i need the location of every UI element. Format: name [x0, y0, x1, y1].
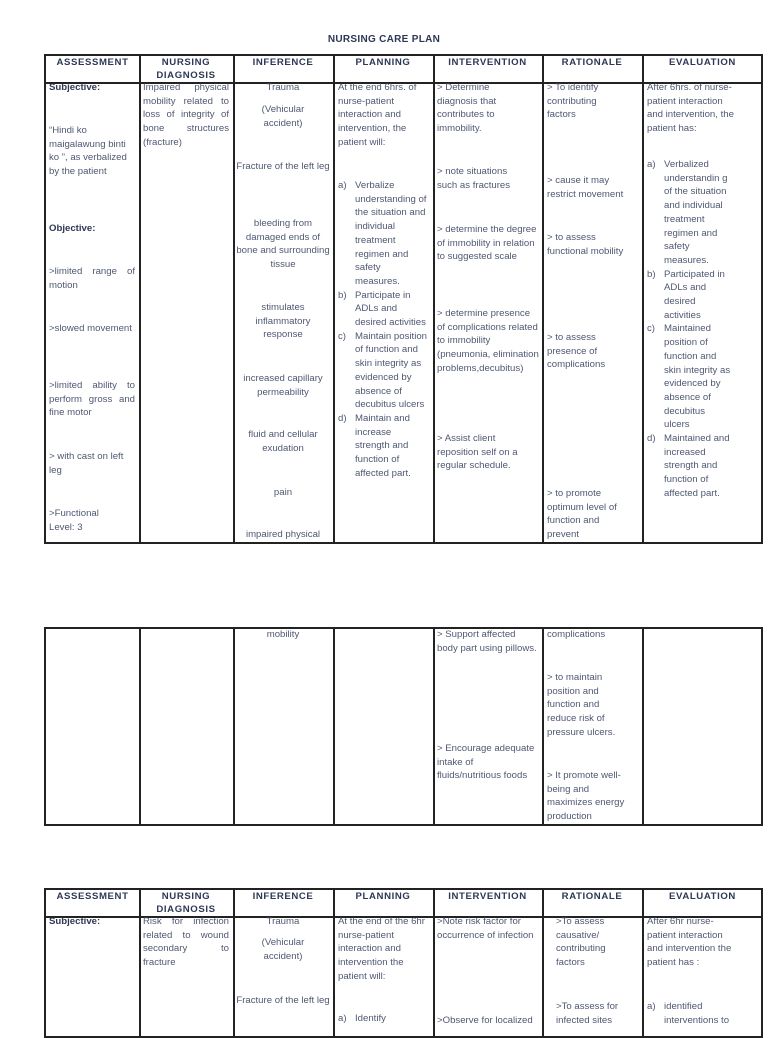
header-evaluation: EVALUATION — [669, 57, 736, 68]
subjective-cue: “Hindi ko maigalawung binti ko ”, as ver… — [49, 125, 127, 178]
planning-goal: c) Maintain position of function and skin… — [338, 330, 427, 411]
planning-goals: a) Identify — [338, 1012, 428, 1026]
care-plan-table-1: ASSESSMENT NURSING DIAGNOSIS INFERENCE P… — [44, 54, 763, 544]
inference-step: Fracture of the left leg — [236, 995, 330, 1006]
inference-step: Trauma — [266, 82, 300, 93]
inference-step: increased capillary permeability — [243, 373, 323, 398]
rationale-item: > It promote well-being and maximizes en… — [547, 770, 625, 823]
inference-step: fluid and cellular exudation — [248, 429, 318, 454]
header-nursing-diagnosis: NURSING DIAGNOSIS — [156, 891, 216, 915]
inference-step: (Vehicular accident) — [261, 937, 305, 962]
header-intervention: INTERVENTION — [448, 57, 527, 68]
planning-goals: a) Verbalize understanding of the situati… — [338, 179, 428, 480]
header-nursing-diagnosis: NURSING DIAGNOSIS — [156, 57, 216, 81]
rationale-item: >To assess for infected sites — [556, 1001, 619, 1026]
intervention-item: > Assist client reposition self on a reg… — [437, 433, 518, 472]
inference-step: mobility — [266, 629, 300, 640]
evaluation-outcome: c) Maintained position of function and sk… — [647, 323, 731, 431]
header-rationale: RATIONALE — [561, 891, 623, 902]
objective-label: Objective: — [49, 223, 96, 234]
intervention-item: > Determine diagnosis that contributes t… — [437, 82, 497, 135]
header-planning: PLANNING — [355, 57, 411, 68]
planning-intro: At the end of the 6hr nurse-patient inte… — [338, 916, 425, 982]
intervention-item: > determine the degree of immobility in … — [437, 224, 537, 263]
intervention-item: >Note risk factor for occurrence of infe… — [437, 916, 534, 941]
planning-goal: a) Verbalize understanding of the situati… — [338, 180, 427, 287]
inference-step: stimulates inflammatory response — [255, 302, 311, 341]
intervention-item: > Support affected body part using pillo… — [437, 629, 537, 654]
nursing-diagnosis: Impaired physical mobility related to lo… — [143, 82, 229, 148]
inference-step: Fracture of the left leg — [236, 161, 330, 172]
inference-step: (Vehicular accident) — [261, 104, 305, 129]
objective-cue: >Functional Level: 3 — [49, 508, 99, 533]
evaluation-intro: After 6hr nurse-patient interaction and … — [647, 916, 732, 969]
rationale-item: > cause it may restrict movement — [547, 175, 624, 200]
planning-intro: At the end 6hrs. of nurse-patient intera… — [338, 82, 417, 148]
subjective-label: Subjective: — [49, 916, 101, 927]
evaluation-outcome: a) Verbalized understandin g of the situa… — [647, 159, 728, 266]
intervention-item: >Observe for localized — [437, 1015, 533, 1026]
inference-step: impaired physical — [245, 529, 321, 540]
evaluation-intro: After 6hrs. of nurse-patient interaction… — [647, 82, 734, 135]
header-rationale: RATIONALE — [561, 57, 623, 68]
planning-goal: d) Maintain and increase strength and fun… — [338, 412, 411, 479]
evaluation-outcomes: a) Verbalized understandin g of the situa… — [647, 158, 733, 501]
evaluation-outcome: b) Participated in ADLs and desired activ… — [647, 268, 725, 321]
intervention-item: > determine presence of complications re… — [437, 308, 539, 374]
rationale-item: > to assess functional mobility — [547, 232, 624, 257]
objective-cue: >limited ability to perform gross and fi… — [49, 380, 135, 419]
inference-step: bleeding from damaged ends of bone and s… — [236, 218, 330, 271]
evaluation-outcome: d) Maintained and increased strength and … — [647, 433, 730, 499]
rationale-item: >To assess causative/ contributing facto… — [556, 916, 606, 969]
objective-cue: > with cast on left leg — [49, 451, 124, 476]
care-plan-table-1-continued — [44, 627, 763, 826]
rationale-item: > To identify contributing factors — [547, 82, 599, 121]
intervention-item: > note situations such as fractures — [437, 166, 511, 191]
objective-cue: >slowed movement — [49, 323, 132, 334]
header-evaluation: EVALUATION — [669, 891, 736, 902]
header-planning: PLANNING — [355, 891, 411, 902]
nursing-diagnosis: Risk for infection related to wound seco… — [143, 916, 229, 969]
planning-goal: a) Identify — [338, 1013, 386, 1024]
header-assessment: ASSESSMENT — [56, 891, 129, 902]
header-intervention: INTERVENTION — [448, 891, 527, 902]
document-title: NURSING CARE PLAN — [327, 34, 441, 45]
header-inference: INFERENCE — [252, 57, 314, 68]
intervention-item: > Encourage adequate intake of fluids/nu… — [437, 743, 535, 782]
evaluation-outcomes: a) identified interventions to — [647, 1000, 739, 1027]
inference-step: Trauma — [266, 916, 300, 927]
subjective-label: Subjective: — [49, 82, 101, 93]
header-assessment: ASSESSMENT — [56, 57, 129, 68]
rationale-item: complications — [547, 629, 606, 640]
objective-cue: >limited range of motion — [49, 266, 135, 291]
evaluation-outcome: a) identified interventions to — [647, 1001, 730, 1026]
rationale-item: > to assess presence of complications — [547, 332, 606, 371]
inference-step: pain — [273, 487, 293, 498]
planning-goal: b) Participate in ADLs and desired activi… — [338, 289, 426, 329]
rationale-item: > to maintain position and function and … — [547, 672, 616, 738]
rationale-item: > to promote optimum level of function a… — [547, 488, 617, 541]
header-inference: INFERENCE — [252, 891, 314, 902]
